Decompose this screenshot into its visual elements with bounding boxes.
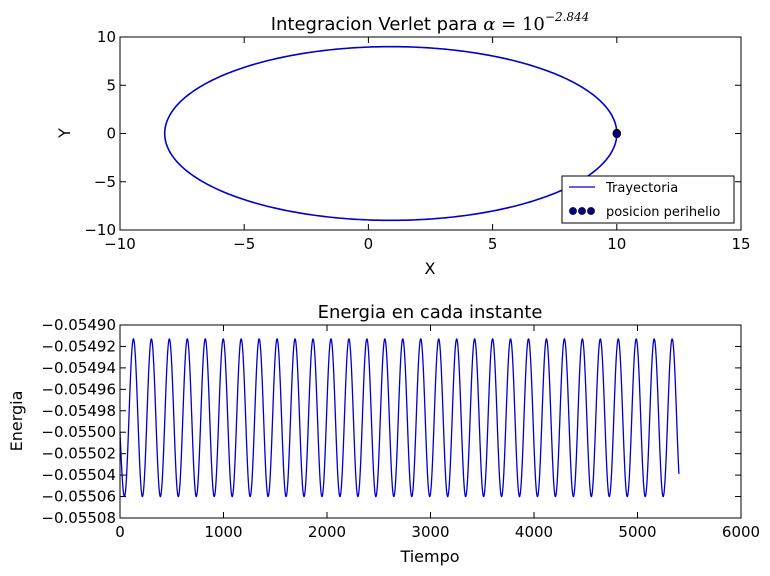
orbit-ytick-label: −10 (84, 221, 116, 239)
orbit-ytick-label: 10 (97, 28, 116, 46)
energy-ytick-label: −0.05498 (41, 402, 116, 420)
energy-ticks: 0 1000 2000 3000 4000 5000 6000 −0.05508 −0.0550… (41, 316, 760, 541)
orbit-xtick-label: 5 (488, 235, 498, 253)
orbit-xtick-label: 0 (364, 235, 374, 253)
energy-xtick-label: 6000 (722, 523, 760, 541)
energy-ytick-label: −0.05506 (41, 488, 116, 506)
energy-xtick-label: 5000 (618, 523, 656, 541)
energy-ylabel: Energia (7, 391, 26, 452)
orbit-title: Integracion Verlet para α = 10−2.844 (271, 10, 590, 35)
orbit-plot: Integracion Verlet para α = 10−2.844 −10… (55, 10, 751, 278)
legend-label-trayectoria: Trayectoria (605, 181, 678, 196)
orbit-xlabel: X (425, 259, 436, 278)
energy-ytick-label: −0.05496 (41, 380, 116, 398)
orbit-xtick-label: −5 (233, 235, 255, 253)
energy-title: Energia en cada instante (318, 302, 543, 323)
energy-xtick-label: 4000 (515, 523, 553, 541)
energy-xtick-label: 0 (115, 523, 125, 541)
energy-ytick-label: −0.05490 (41, 316, 116, 334)
energy-line (119, 338, 680, 498)
energy-xtick-label: 3000 (411, 523, 449, 541)
orbit-ytick-label: 0 (106, 125, 116, 143)
orbit-ticks: −10 −5 0 5 10 15 −10 −5 0 5 10 (84, 28, 750, 253)
orbit-ytick-label: −5 (94, 173, 116, 191)
orbit-ytick-label: 5 (106, 76, 116, 94)
legend-dot-1 (569, 207, 577, 215)
energy-ytick-label: −0.05494 (41, 359, 116, 377)
energy-data (119, 338, 680, 498)
energy-ytick-label: −0.05502 (41, 445, 116, 463)
orbit-axes-frame (119, 36, 742, 231)
energy-ytick-label: −0.05500 (41, 423, 116, 441)
energy-ytick-label: −0.05504 (41, 466, 116, 484)
energy-plot: Energia en cada instante 0 1000 2000 3000 40… (7, 302, 760, 566)
energy-axes-frame (119, 324, 742, 519)
orbit-xtick-label: −10 (104, 235, 136, 253)
energy-xtick-label: 2000 (308, 523, 346, 541)
orbit-xtick-label: 15 (731, 235, 750, 253)
orbit-legend: Trayectoria posicion perihelio (561, 175, 735, 224)
legend-box (561, 175, 735, 224)
orbit-ylabel: Y (55, 128, 74, 139)
orbit-data (163, 45, 621, 222)
orbit-xtick-label: 10 (607, 235, 626, 253)
trajectory-line (163, 45, 618, 222)
energy-ytick-label: −0.05492 (41, 337, 116, 355)
legend-label-perihelio: posicion perihelio (606, 205, 720, 220)
energy-xtick-label: 1000 (204, 523, 242, 541)
energy-ytick-label: −0.05508 (41, 509, 116, 527)
perihelion-point (612, 129, 621, 139)
legend-dot-2 (578, 207, 586, 215)
energy-xlabel: Tiempo (399, 547, 459, 566)
legend-dot-3 (587, 207, 595, 215)
